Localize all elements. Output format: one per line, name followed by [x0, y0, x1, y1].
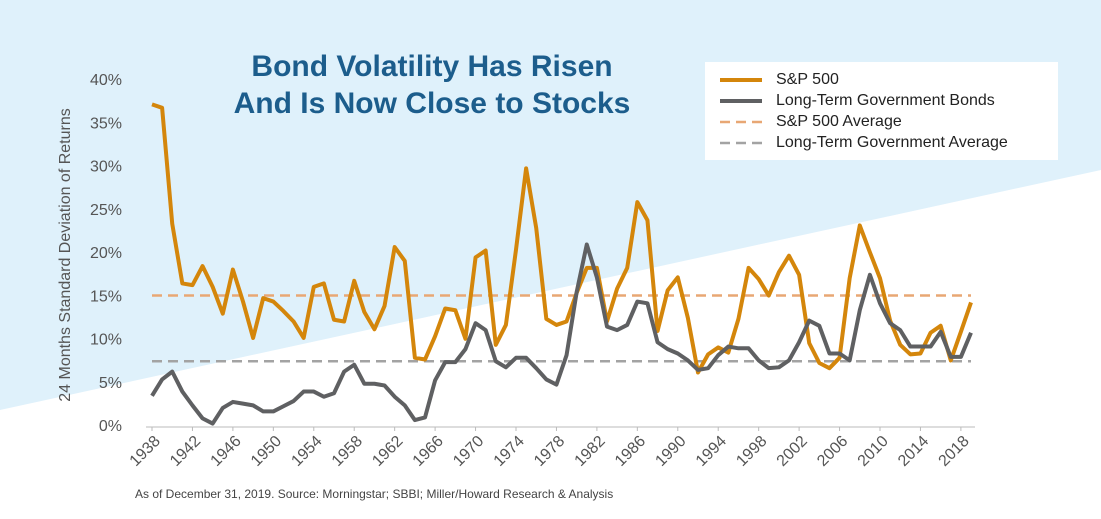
- x-tick-label: 2018: [936, 433, 973, 470]
- x-tick-label: 1978: [531, 433, 568, 470]
- y-tick-label: 0%: [99, 418, 122, 435]
- x-tick-label: 1982: [572, 433, 609, 470]
- series-line: [151, 102, 973, 375]
- y-tick-label: 15%: [90, 288, 122, 305]
- y-tick-label: 40%: [90, 72, 122, 89]
- chart-title: And Is Now Close to Stocks: [234, 87, 631, 120]
- y-tick-label: 30%: [90, 159, 122, 176]
- legend-label: S&P 500: [776, 71, 839, 88]
- legend-label: Long-Term Government Average: [776, 134, 1008, 151]
- chart-title: Bond Volatility Has Risen: [251, 50, 612, 83]
- legend-box: [705, 62, 1058, 160]
- y-tick-label: 10%: [90, 332, 122, 349]
- y-tick-label: 20%: [90, 245, 122, 262]
- x-tick-label: 1958: [329, 433, 366, 470]
- x-tick-label: 2002: [774, 433, 811, 470]
- y-tick-label: 25%: [90, 202, 122, 219]
- legend-label: Long-Term Government Bonds: [776, 92, 995, 109]
- x-tick-label: 1962: [369, 433, 406, 470]
- x-tick-label: 1986: [612, 433, 649, 470]
- x-tick-label: 2010: [855, 433, 892, 470]
- footnote: As of December 31, 2019. Source: Morning…: [135, 487, 613, 501]
- x-tick-label: 1998: [733, 433, 770, 470]
- x-tick-label: 1946: [208, 433, 245, 470]
- x-tick-label: 1942: [167, 433, 204, 470]
- x-tick-label: 1970: [450, 433, 487, 470]
- legend-label: S&P 500 Average: [776, 113, 902, 130]
- y-tick-label: 5%: [99, 375, 122, 392]
- x-tick-label: 1950: [248, 433, 285, 470]
- x-tick-label: 1966: [410, 433, 447, 470]
- x-tick-label: 1990: [652, 433, 689, 470]
- y-axis-label: 24 Months Standard Deviation of Returns: [57, 108, 74, 402]
- x-tick-label: 1994: [693, 433, 730, 470]
- y-tick-label: 35%: [90, 115, 122, 132]
- series-line: [150, 242, 973, 426]
- x-tick-label: 1974: [491, 433, 528, 470]
- x-tick-label: 1954: [288, 433, 325, 470]
- x-tick-label: 2006: [814, 433, 851, 470]
- x-tick-label: 1938: [127, 433, 164, 470]
- x-tick-label: 2014: [895, 433, 932, 470]
